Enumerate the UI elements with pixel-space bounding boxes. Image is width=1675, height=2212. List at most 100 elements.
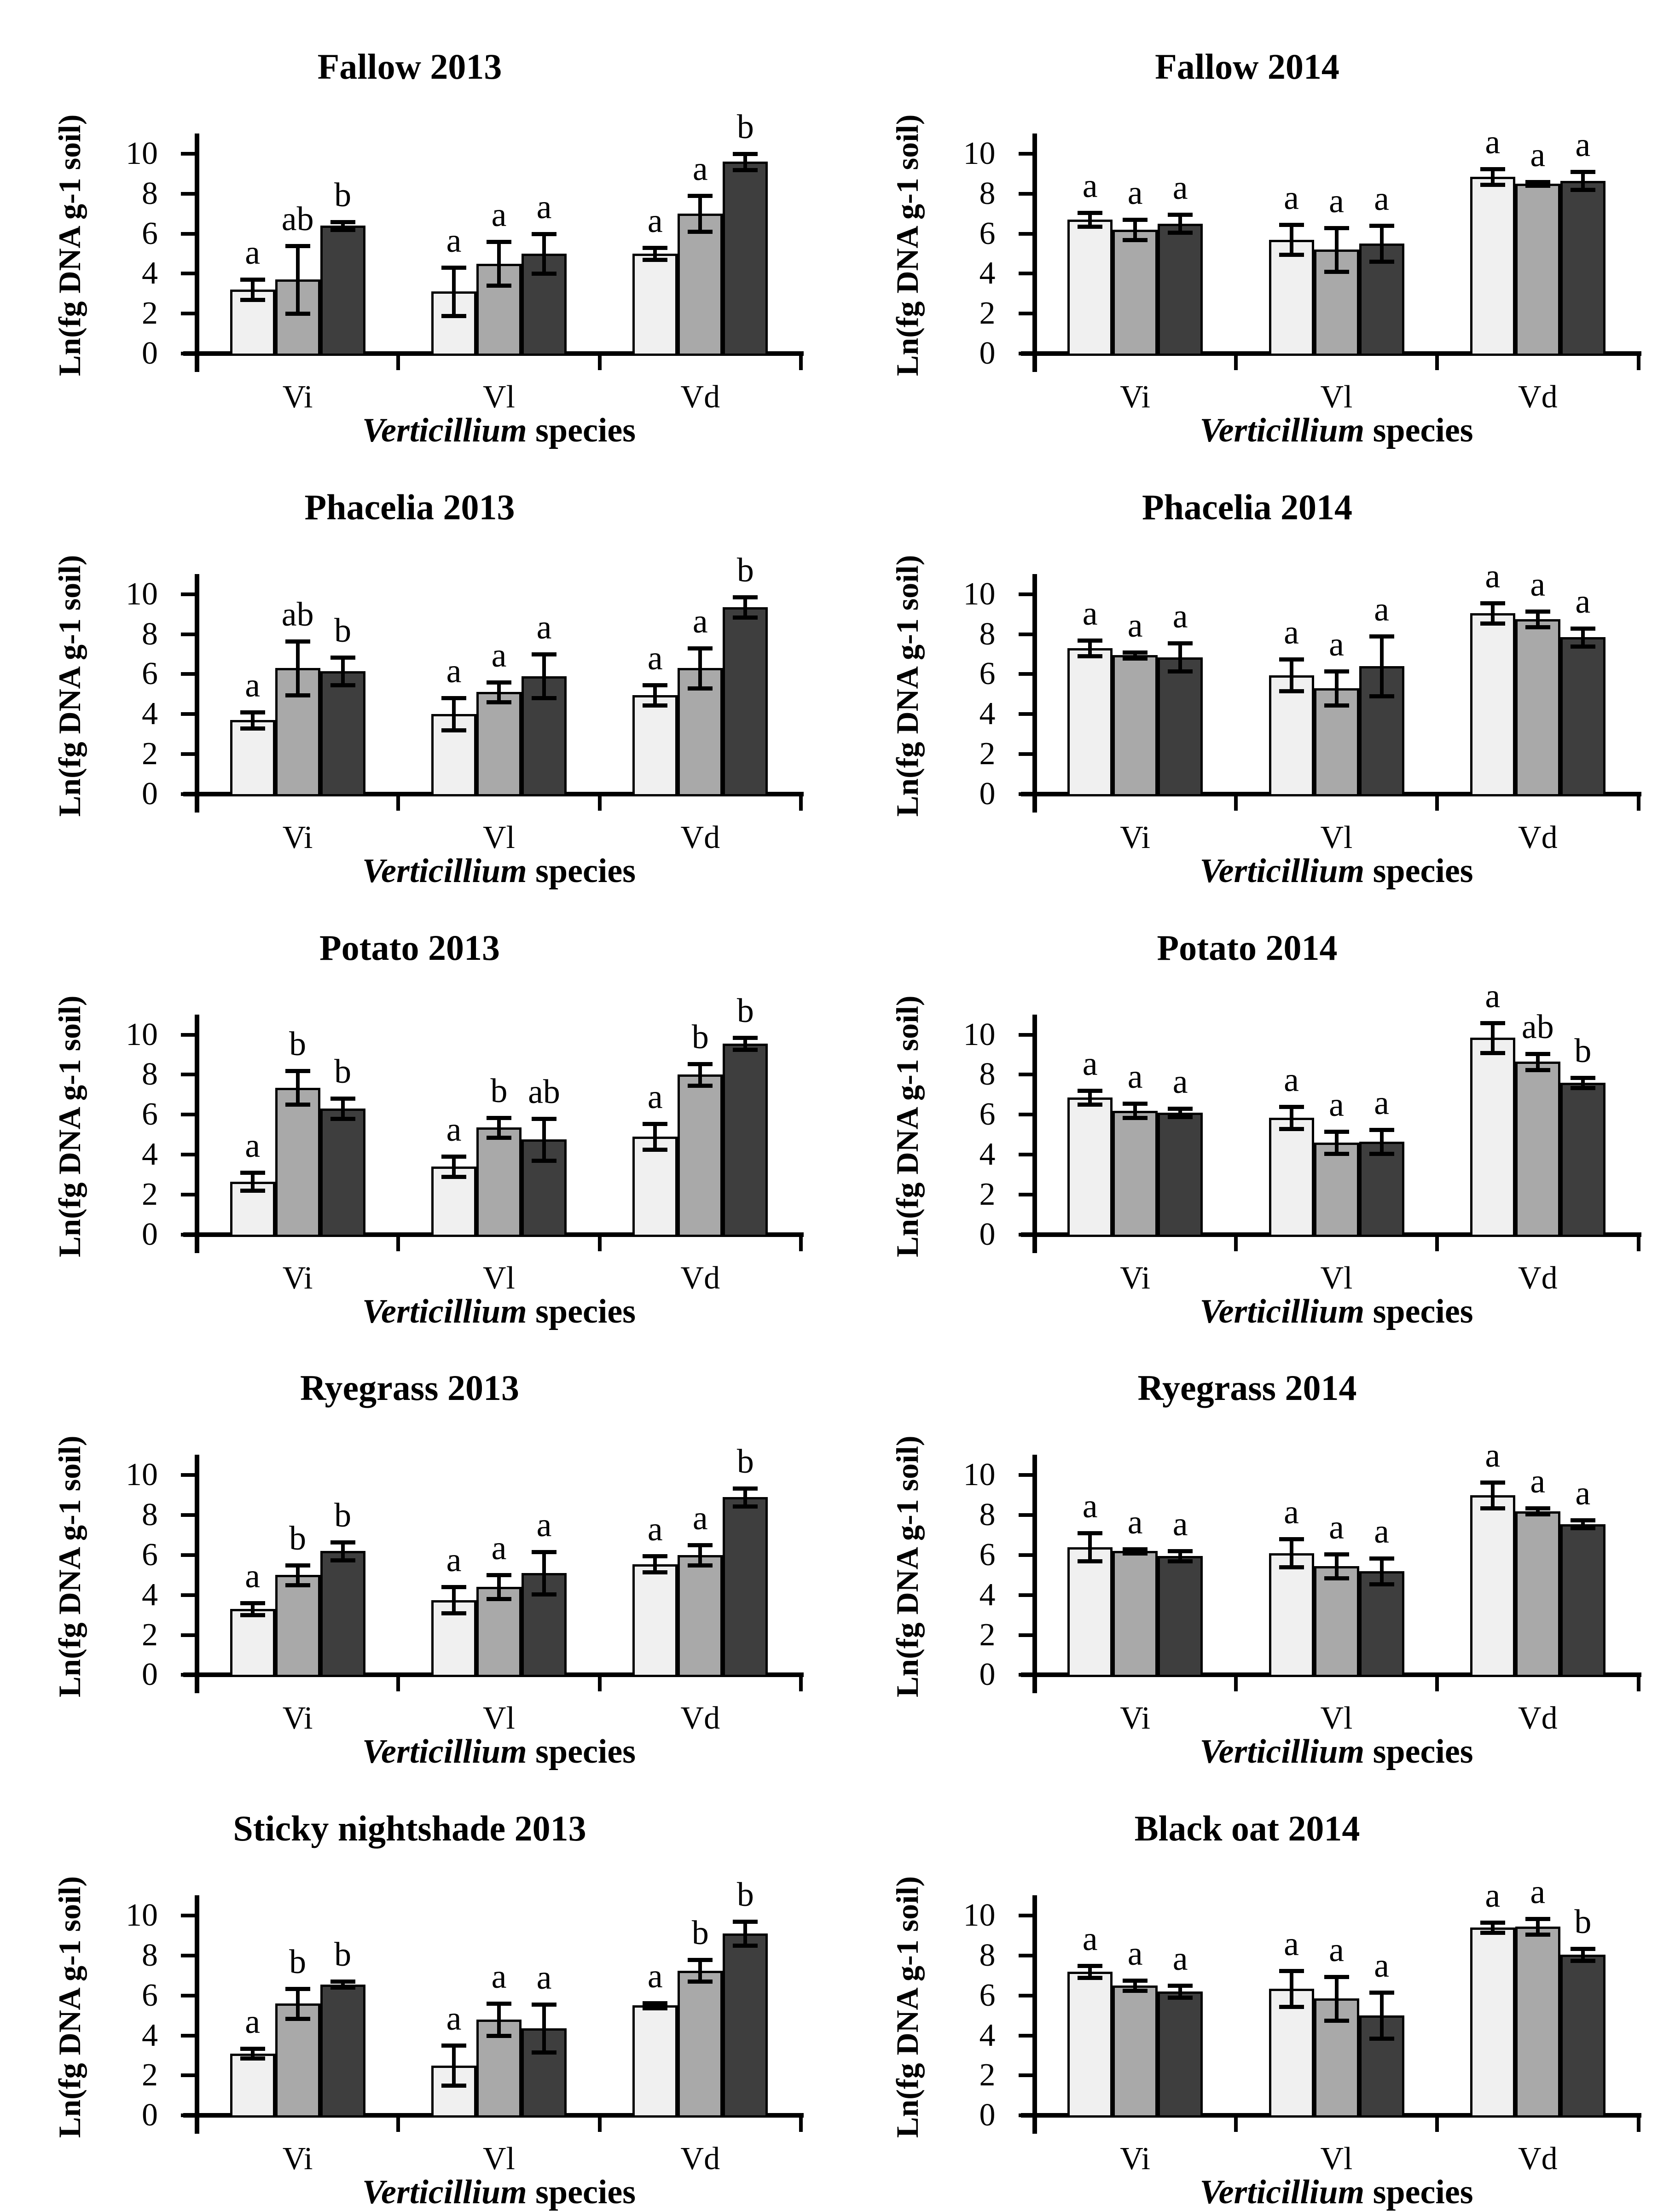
error-bar-cap xyxy=(330,683,355,687)
error-bar-cap xyxy=(643,703,667,708)
y-tick-label: 0 xyxy=(920,1214,996,1255)
significance-letter: a xyxy=(1537,1475,1629,1512)
bar xyxy=(1515,1927,1560,2118)
significance-letter: a xyxy=(1134,169,1226,206)
bar xyxy=(1158,657,1203,796)
bar xyxy=(1158,1113,1203,1237)
error-bar-line xyxy=(698,1064,702,1086)
y-tick xyxy=(1019,1113,1035,1116)
error-bar-cap xyxy=(1078,1976,1102,1980)
error-bar-cap xyxy=(532,1592,556,1597)
bar xyxy=(1314,1566,1359,1678)
y-tick xyxy=(181,672,197,676)
bar xyxy=(1113,1551,1158,1677)
bar xyxy=(632,695,678,796)
y-tick xyxy=(1019,1033,1035,1037)
bar xyxy=(1515,619,1560,796)
y-tick xyxy=(181,1673,197,1677)
y-tick xyxy=(1019,192,1035,196)
bar xyxy=(632,2005,678,2118)
error-bar-cap xyxy=(487,1573,511,1577)
x-group-tick xyxy=(396,2118,400,2132)
error-bar-line xyxy=(743,1922,747,1945)
error-bar-cap xyxy=(285,693,310,697)
error-bar-cap xyxy=(1168,1107,1193,1111)
x-group-tick xyxy=(1033,796,1037,811)
y-axis-line xyxy=(1032,1455,1037,1693)
significance-letter: b xyxy=(297,612,389,649)
error-bar-cap xyxy=(240,278,265,282)
error-bar-cap xyxy=(733,152,758,156)
significance-letter: b xyxy=(297,1497,389,1534)
y-tick-label: 4 xyxy=(82,1574,158,1616)
error-bar-cap xyxy=(1168,669,1193,673)
y-tick xyxy=(1019,592,1035,596)
error-bar-cap xyxy=(643,1554,667,1558)
y-tick-label: 0 xyxy=(920,773,996,815)
y-tick-label: 0 xyxy=(82,1214,158,1255)
chart-title: Ryegrass 2014 xyxy=(925,1367,1570,1409)
error-bar-cap xyxy=(688,646,713,650)
y-tick xyxy=(1019,712,1035,716)
y-tick-label: 2 xyxy=(920,293,996,334)
x-group-tick xyxy=(1637,356,1640,370)
bar xyxy=(1067,1097,1113,1237)
error-bar-line xyxy=(452,698,456,730)
error-bar-cap xyxy=(1168,213,1193,217)
error-bar-line xyxy=(1380,1992,1384,2038)
x-group-tick xyxy=(598,1677,602,1691)
y-tick-label: 0 xyxy=(82,773,158,815)
significance-letter: a xyxy=(1336,1513,1428,1550)
error-bar-cap xyxy=(441,1585,466,1589)
x-group-tick xyxy=(1435,356,1439,370)
y-tick xyxy=(181,2034,197,2038)
error-bar-cap xyxy=(688,194,713,198)
error-bar-cap xyxy=(643,258,667,262)
error-bar-cap xyxy=(285,2017,310,2021)
x-group-tick xyxy=(1435,1677,1439,1691)
bar xyxy=(1560,637,1605,796)
x-axis-label-genus: Verticillium xyxy=(362,2173,527,2211)
error-bar-cap xyxy=(240,726,265,731)
y-tick xyxy=(1019,1153,1035,1156)
x-group-tick xyxy=(598,1237,602,1251)
error-bar-line xyxy=(542,234,546,274)
y-tick-label: 10 xyxy=(82,1454,158,1496)
bar xyxy=(678,1555,723,1677)
y-tick-label: 0 xyxy=(920,1654,996,1695)
significance-letter: a xyxy=(1134,1940,1226,1977)
y-tick-label: 6 xyxy=(82,1975,158,2016)
error-bar-cap xyxy=(1279,253,1304,257)
bar xyxy=(1314,1143,1359,1237)
error-bar-cap xyxy=(1123,1547,1148,1551)
error-bar-line xyxy=(251,1173,255,1190)
error-bar-cap xyxy=(285,1563,310,1568)
error-bar-line xyxy=(497,1118,501,1138)
significance-letter: a xyxy=(498,189,590,226)
significance-letter: a xyxy=(1134,598,1226,635)
error-bar-cap xyxy=(330,1097,355,1101)
error-bar-line xyxy=(341,1542,345,1560)
y-tick-label: 4 xyxy=(920,693,996,735)
y-axis-line xyxy=(195,574,199,813)
error-bar-cap xyxy=(688,686,713,691)
error-bar-cap xyxy=(532,272,556,276)
chart-title: Phacelia 2013 xyxy=(87,487,732,528)
chart-title: Sticky nightshade 2013 xyxy=(87,1808,732,1849)
error-bar-line xyxy=(1290,1971,1293,2007)
y-tick xyxy=(181,232,197,236)
y-tick-label: 4 xyxy=(82,1134,158,1175)
significance-letter: b xyxy=(699,1443,791,1480)
y-tick-label: 10 xyxy=(920,1454,996,1496)
error-bar-cap xyxy=(1123,238,1148,242)
bar xyxy=(320,1551,365,1677)
error-bar-cap xyxy=(441,2044,466,2048)
error-bar-cap xyxy=(1324,669,1349,673)
bar xyxy=(1560,1524,1605,1678)
y-tick xyxy=(181,2113,197,2117)
x-group-tick xyxy=(396,796,400,811)
error-bar-cap xyxy=(1168,641,1193,645)
y-tick xyxy=(181,1553,197,1557)
